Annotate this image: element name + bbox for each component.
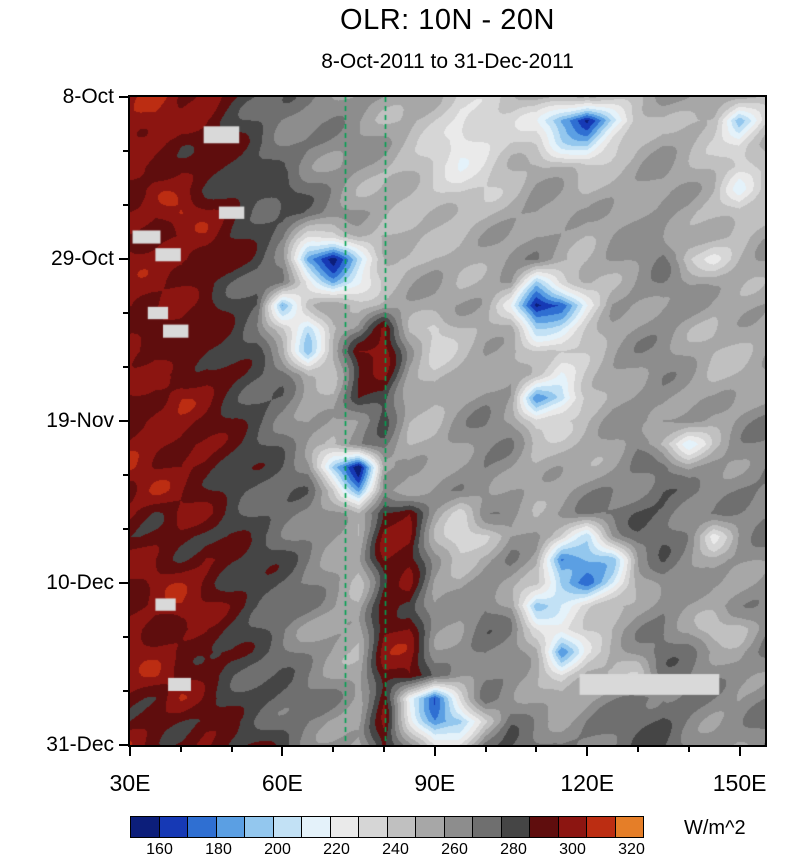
colorbar-segment [358,816,388,838]
colorbar-segment [614,816,644,838]
x-minor-tick [332,747,335,752]
colorbar-tick-label: 300 [559,841,586,858]
colorbar-segment [244,816,274,838]
chart-title: OLR: 10N - 20N [340,4,555,36]
colorbar-segment [215,816,245,838]
y-tick-label: 8-Oct [62,85,114,108]
colorbar-tick-label: 320 [618,841,645,858]
colorbar-tick-label: 240 [382,841,409,858]
y-major-tick [119,582,128,584]
x-minor-tick [687,747,690,752]
x-tick-label: 30E [109,770,151,796]
colorbar-segment [386,816,416,838]
x-major-tick [433,747,436,756]
y-minor-tick [123,150,128,152]
y-major-tick [119,258,128,260]
colorbar-segment [301,816,331,838]
x-minor-tick [484,747,487,752]
colorbar-tick-label: 220 [323,841,350,858]
x-tick-label: 90E [414,770,456,796]
colorbar-segment [272,816,302,838]
y-major-tick [119,744,128,746]
y-minor-tick [123,204,128,206]
x-major-tick [586,747,589,756]
x-tick-label: 60E [261,770,303,796]
y-minor-tick [123,690,128,692]
colorbar [130,816,644,838]
x-major-tick [738,747,741,756]
y-minor-tick [123,312,128,314]
x-minor-tick [230,747,233,752]
y-minor-tick [123,636,128,638]
x-tick-label: 120E [560,770,615,796]
colorbar-segment [529,816,559,838]
colorbar-tick-label: 160 [146,841,173,858]
heatmap-canvas [130,97,765,745]
x-major-tick [281,747,284,756]
chart-subtitle: 8-Oct-2011 to 31-Dec-2011 [321,50,574,73]
colorbar-segment [443,816,473,838]
y-tick-label: 29-Oct [50,247,114,270]
colorbar-segment [158,816,188,838]
y-major-tick [119,96,128,98]
y-tick-label: 19-Nov [46,409,114,432]
colorbar-tick-label: 260 [441,841,468,858]
y-minor-tick [123,474,128,476]
x-minor-tick [383,747,385,752]
colorbar-tick-label: 200 [264,841,291,858]
colorbar-unit-label: W/m^2 [684,817,746,839]
colorbar-segment [329,816,359,838]
x-minor-tick [179,747,182,752]
colorbar-segment [472,816,502,838]
y-minor-tick [123,528,128,530]
y-minor-tick [123,366,128,368]
y-tick-label: 31-Dec [46,733,114,756]
colorbar-segment [586,816,616,838]
colorbar-tick-label: 180 [205,841,232,858]
colorbar-segment [500,816,530,838]
plot-area [128,95,767,747]
y-major-tick [119,420,128,422]
colorbar-segment [130,816,160,838]
x-major-tick [129,747,131,756]
colorbar-segment [187,816,217,838]
x-tick-label: 150E [712,770,767,796]
x-minor-tick [637,747,639,752]
colorbar-tick-label: 280 [500,841,527,858]
y-tick-label: 10-Dec [46,571,114,594]
colorbar-segment [415,816,445,838]
colorbar-segment [557,816,587,838]
x-minor-tick [535,747,538,752]
